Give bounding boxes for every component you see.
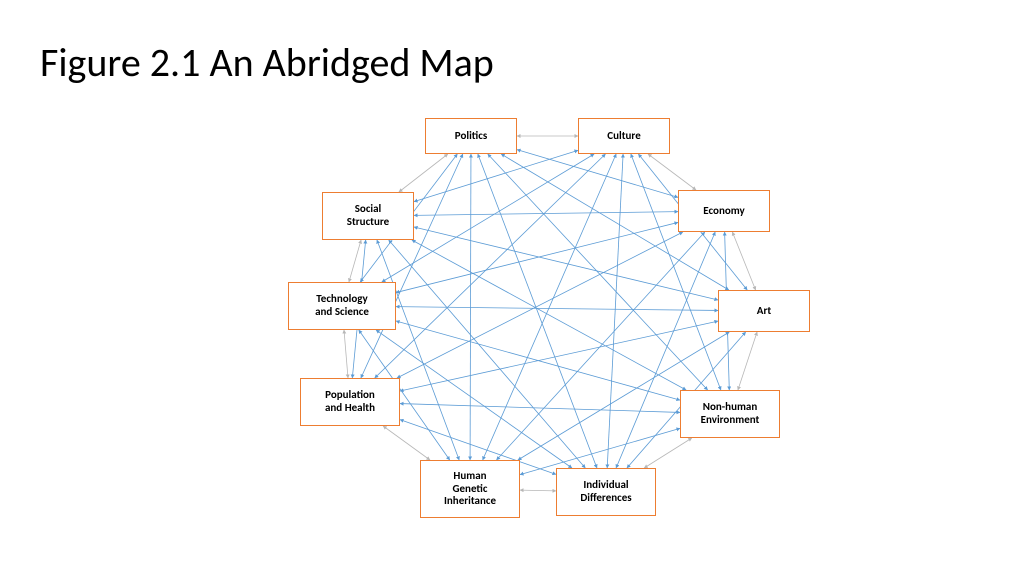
diagram-area: Politics CultureEconomy Art Non-humanEnviro…	[0, 0, 1024, 576]
node-art: Art	[718, 290, 810, 332]
node-genetic: HumanGeneticInheritance	[420, 460, 520, 518]
node-population: Populationand Health	[300, 378, 400, 426]
node-individual: IndividualDifferences	[556, 468, 656, 516]
node-politics: Politics	[425, 118, 517, 154]
node-social: SocialStructure	[322, 192, 414, 240]
node-nonhuman: Non-humanEnvironment	[680, 390, 780, 438]
node-culture: Culture	[578, 118, 670, 154]
node-technology: Technologyand Science	[288, 282, 396, 330]
node-economy: Economy	[678, 190, 770, 232]
